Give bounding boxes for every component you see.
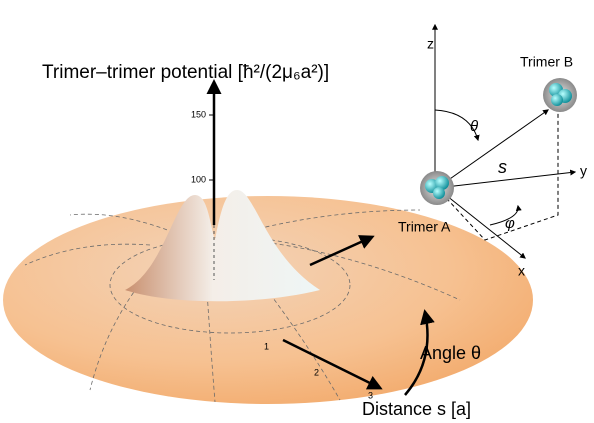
figure: 150 100 Trimer–trimer potential [ħ²/(2μ₆… <box>0 0 594 423</box>
y-label: y <box>580 163 587 179</box>
theta-label: θ <box>470 118 478 135</box>
potential-disk <box>3 196 533 404</box>
plot-title: Trimer–trimer potential [ħ²/(2μ₆a²)] <box>42 62 329 83</box>
tick-label: 150 <box>191 109 206 119</box>
z-label: z <box>427 36 434 52</box>
trimer-a-label: Trimer A <box>398 219 451 235</box>
trimer-b-label: Trimer B <box>520 54 573 70</box>
s-label: s <box>498 157 507 177</box>
distance-label: Distance s [a] <box>362 399 471 419</box>
tick-label: 100 <box>191 174 206 184</box>
tick-label: 1 <box>264 341 269 351</box>
x-label: x <box>518 263 525 279</box>
tick-label: 2 <box>314 367 319 377</box>
angle-label: Angle θ <box>420 343 481 363</box>
phi-label: φ <box>505 215 515 232</box>
